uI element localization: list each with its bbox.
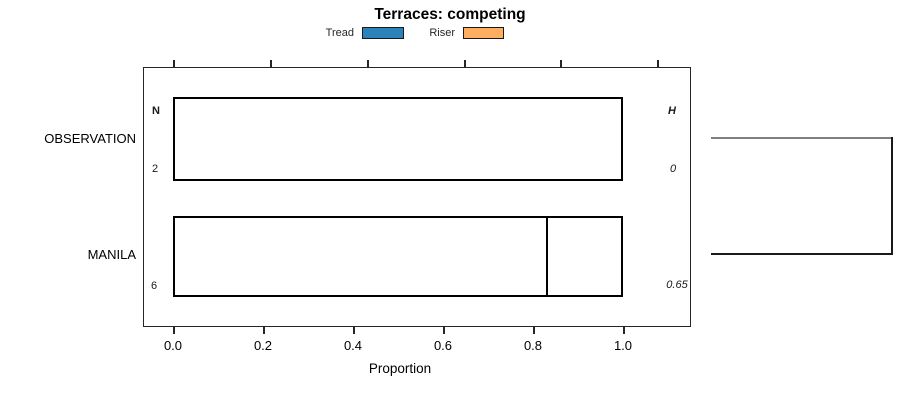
- top-axis-tick: [560, 60, 562, 67]
- legend-label-riser: Riser: [429, 27, 455, 39]
- bar-manila: [173, 216, 623, 297]
- x-tick-label: 1.0: [613, 338, 633, 353]
- top-axis-tick: [367, 60, 369, 67]
- n-value-observation: 2: [151, 163, 159, 175]
- bar-segment-tread: [173, 216, 548, 297]
- h-value-manila: 0.65: [666, 279, 688, 291]
- x-tick-label: 0.4: [343, 338, 363, 353]
- category-label-manila: MANILA: [87, 247, 136, 262]
- bottom-axis-tick: [173, 327, 175, 334]
- plot-area: N 2 6 H 0 0.65: [143, 60, 691, 334]
- top-axis-tick: [270, 60, 272, 67]
- bottom-axis-tick: [533, 327, 535, 334]
- bar-segment-riser: [547, 216, 623, 297]
- top-axis-tick: [657, 60, 659, 67]
- h-value-observation: 0: [669, 163, 677, 175]
- x-tick-label: 0.0: [163, 338, 183, 353]
- bottom-axis-tick: [623, 327, 625, 334]
- bar-segment-tread: [173, 97, 623, 181]
- h-column-header: H: [668, 105, 676, 117]
- x-tick-label: 0.2: [253, 338, 273, 353]
- legend-swatch-riser-icon: [463, 27, 504, 39]
- bar-observation: [173, 97, 623, 181]
- x-axis-title: Proportion: [368, 361, 432, 376]
- dendrogram-branch-observation: [711, 137, 893, 139]
- bottom-axis-tick: [353, 327, 355, 334]
- n-column-header: N: [152, 105, 160, 117]
- x-tick-label: 0.6: [433, 338, 453, 353]
- category-label-observation: OBSERVATION: [44, 131, 136, 146]
- bottom-axis-tick: [263, 327, 265, 334]
- x-tick-label: 0.8: [523, 338, 543, 353]
- chart-title: Terraces: competing: [374, 6, 526, 23]
- dendrogram-branch-manila: [711, 253, 892, 255]
- legend-label-tread: Tread: [325, 27, 354, 39]
- top-axis-tick: [464, 60, 466, 67]
- top-axis-tick: [173, 60, 175, 67]
- legend-swatch-tread-icon: [362, 27, 404, 39]
- bottom-axis-tick: [443, 327, 445, 334]
- dendrogram-join-line: [891, 137, 893, 255]
- n-value-manila: 6: [150, 280, 158, 292]
